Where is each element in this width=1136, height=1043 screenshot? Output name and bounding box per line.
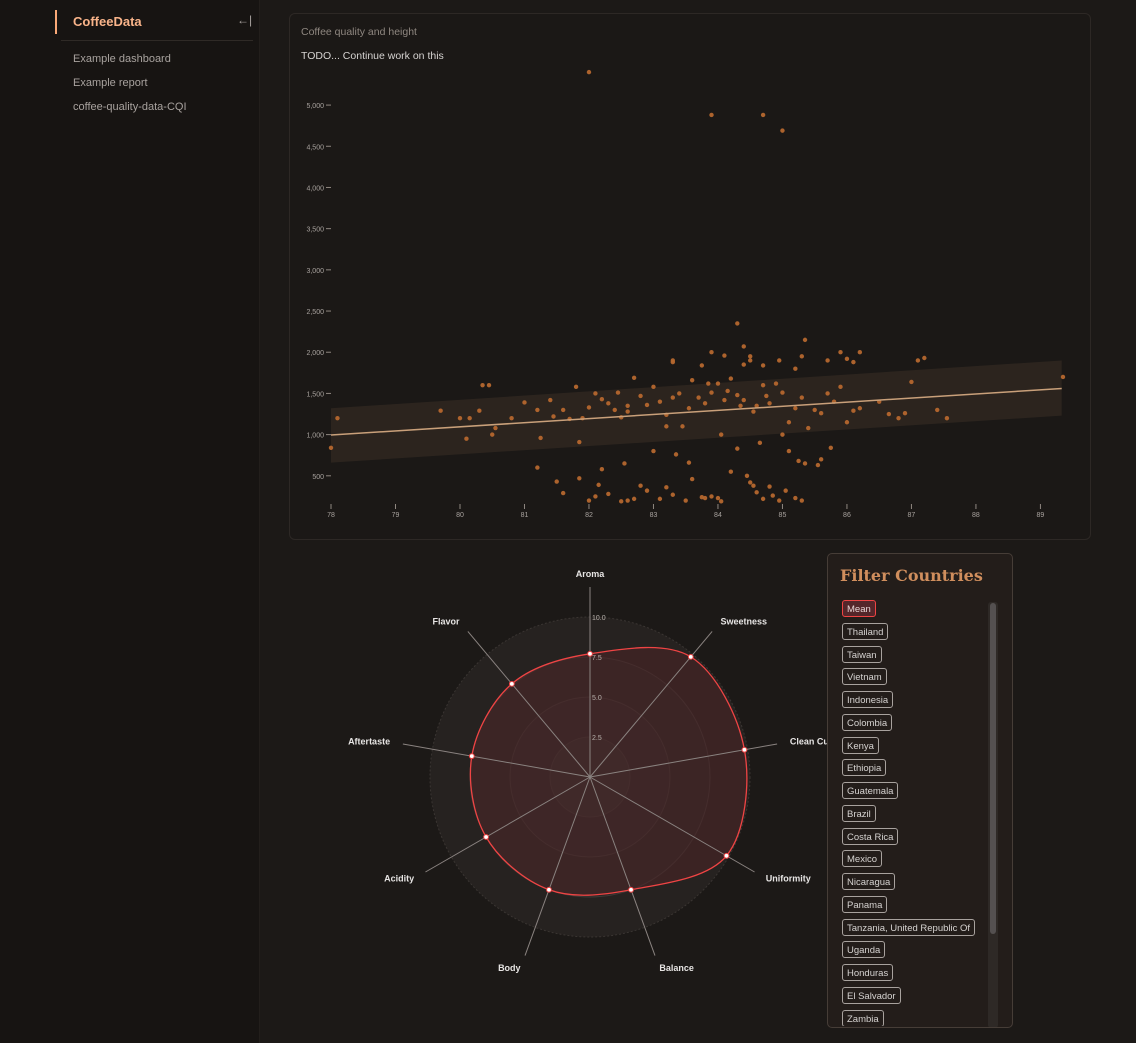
country-chip[interactable]: Ethiopia (842, 759, 887, 777)
filter-title: Filter Countries (840, 566, 983, 585)
panel-title: Coffee quality and height (301, 26, 417, 38)
country-chip[interactable]: Thailand (842, 622, 889, 640)
country-chip[interactable]: Nicaragua (842, 873, 896, 890)
radar-ring (549, 736, 631, 818)
country-chip[interactable]: Colombia (842, 713, 893, 731)
panel-subtitle: TODO... Continue work on this (301, 50, 444, 62)
country-chip[interactable]: Mean (842, 600, 876, 617)
radar-spoke (589, 631, 713, 778)
radar-point (483, 834, 489, 840)
sidebar-divider (61, 40, 253, 41)
radar-spoke (402, 743, 591, 778)
radar-point (546, 886, 552, 893)
radar-spoke (589, 743, 778, 778)
country-chip[interactable]: Vietnam (842, 668, 887, 686)
radar-spoke (589, 776, 656, 956)
radar-axis-label: Sweetness (720, 616, 767, 626)
brand-name[interactable]: CoffeeData (73, 14, 142, 29)
radar-axis-label: Flavor (432, 616, 460, 626)
brand: CoffeeData ←| (55, 10, 255, 34)
country-chip[interactable]: Uganda (842, 941, 886, 959)
radar-ring (429, 616, 751, 938)
radar-point (508, 680, 515, 687)
country-chip[interactable]: Indonesia (842, 691, 894, 708)
sidebar: CoffeeData ←| Example dashboard Example … (0, 0, 260, 1043)
radar-axis-label: Uniformity (766, 874, 811, 884)
country-chip[interactable]: Brazil (842, 804, 876, 822)
scatter-panel: Coffee quality and height TODO... Contin… (289, 13, 1091, 540)
radar-spoke (524, 776, 591, 956)
radar-axis-label: Balance (659, 963, 694, 973)
country-chip[interactable]: Honduras (842, 964, 894, 981)
country-chip[interactable]: Panama (842, 895, 888, 913)
radar-tick-label: 2.5 (592, 735, 602, 742)
country-list[interactable]: Mean Thailand Taiwan Vietnam Indonesia Colomb… (842, 600, 988, 1026)
radar-spoke (467, 631, 591, 778)
radar-point (723, 852, 730, 859)
radar-tick-label: 10.0 (592, 615, 606, 622)
radar-area (470, 647, 747, 896)
country-chip[interactable]: Zambia (842, 1009, 884, 1026)
radar-point (687, 653, 694, 660)
country-chip[interactable]: Tanzania, United Republic Of (842, 918, 976, 936)
radar-point (587, 650, 593, 657)
radar-point (741, 746, 748, 753)
country-chip[interactable]: Taiwan (842, 645, 882, 663)
radar-point (468, 753, 475, 760)
country-chip[interactable]: El Salvador (842, 986, 901, 1004)
sidebar-item-example-dashboard[interactable]: Example dashboard (73, 53, 171, 65)
collapse-sidebar-icon[interactable]: ←| (237, 13, 253, 27)
radar-outline (469, 646, 748, 896)
scrollbar-thumb[interactable] (990, 603, 996, 934)
country-chip[interactable]: Mexico (842, 850, 883, 868)
radar-spoke (589, 776, 755, 873)
radar-tick-label: 5.0 (592, 695, 602, 702)
country-chip[interactable]: Kenya (842, 736, 879, 754)
radar-axis-label: Body (498, 963, 521, 973)
radar-axis-label: Aftertaste (348, 737, 390, 747)
radar-spoke (425, 776, 591, 873)
radar-point (628, 886, 634, 893)
radar-ring (509, 696, 671, 858)
radar-axis-label: Acidity (384, 874, 414, 884)
country-chip[interactable]: Guatemala (842, 782, 899, 799)
sidebar-item-coffee-quality-data[interactable]: coffee-quality-data-CQI (73, 101, 187, 113)
country-chip[interactable]: Costa Rica (842, 827, 899, 845)
radar-ring (469, 656, 711, 898)
filter-countries-panel: Filter Countries Mean Thailand Taiwan Vietn… (827, 553, 1013, 1028)
sidebar-item-example-report[interactable]: Example report (73, 77, 148, 89)
radar-tick-label: 7.5 (592, 655, 602, 662)
radar-axis-label: Aroma (576, 569, 606, 579)
